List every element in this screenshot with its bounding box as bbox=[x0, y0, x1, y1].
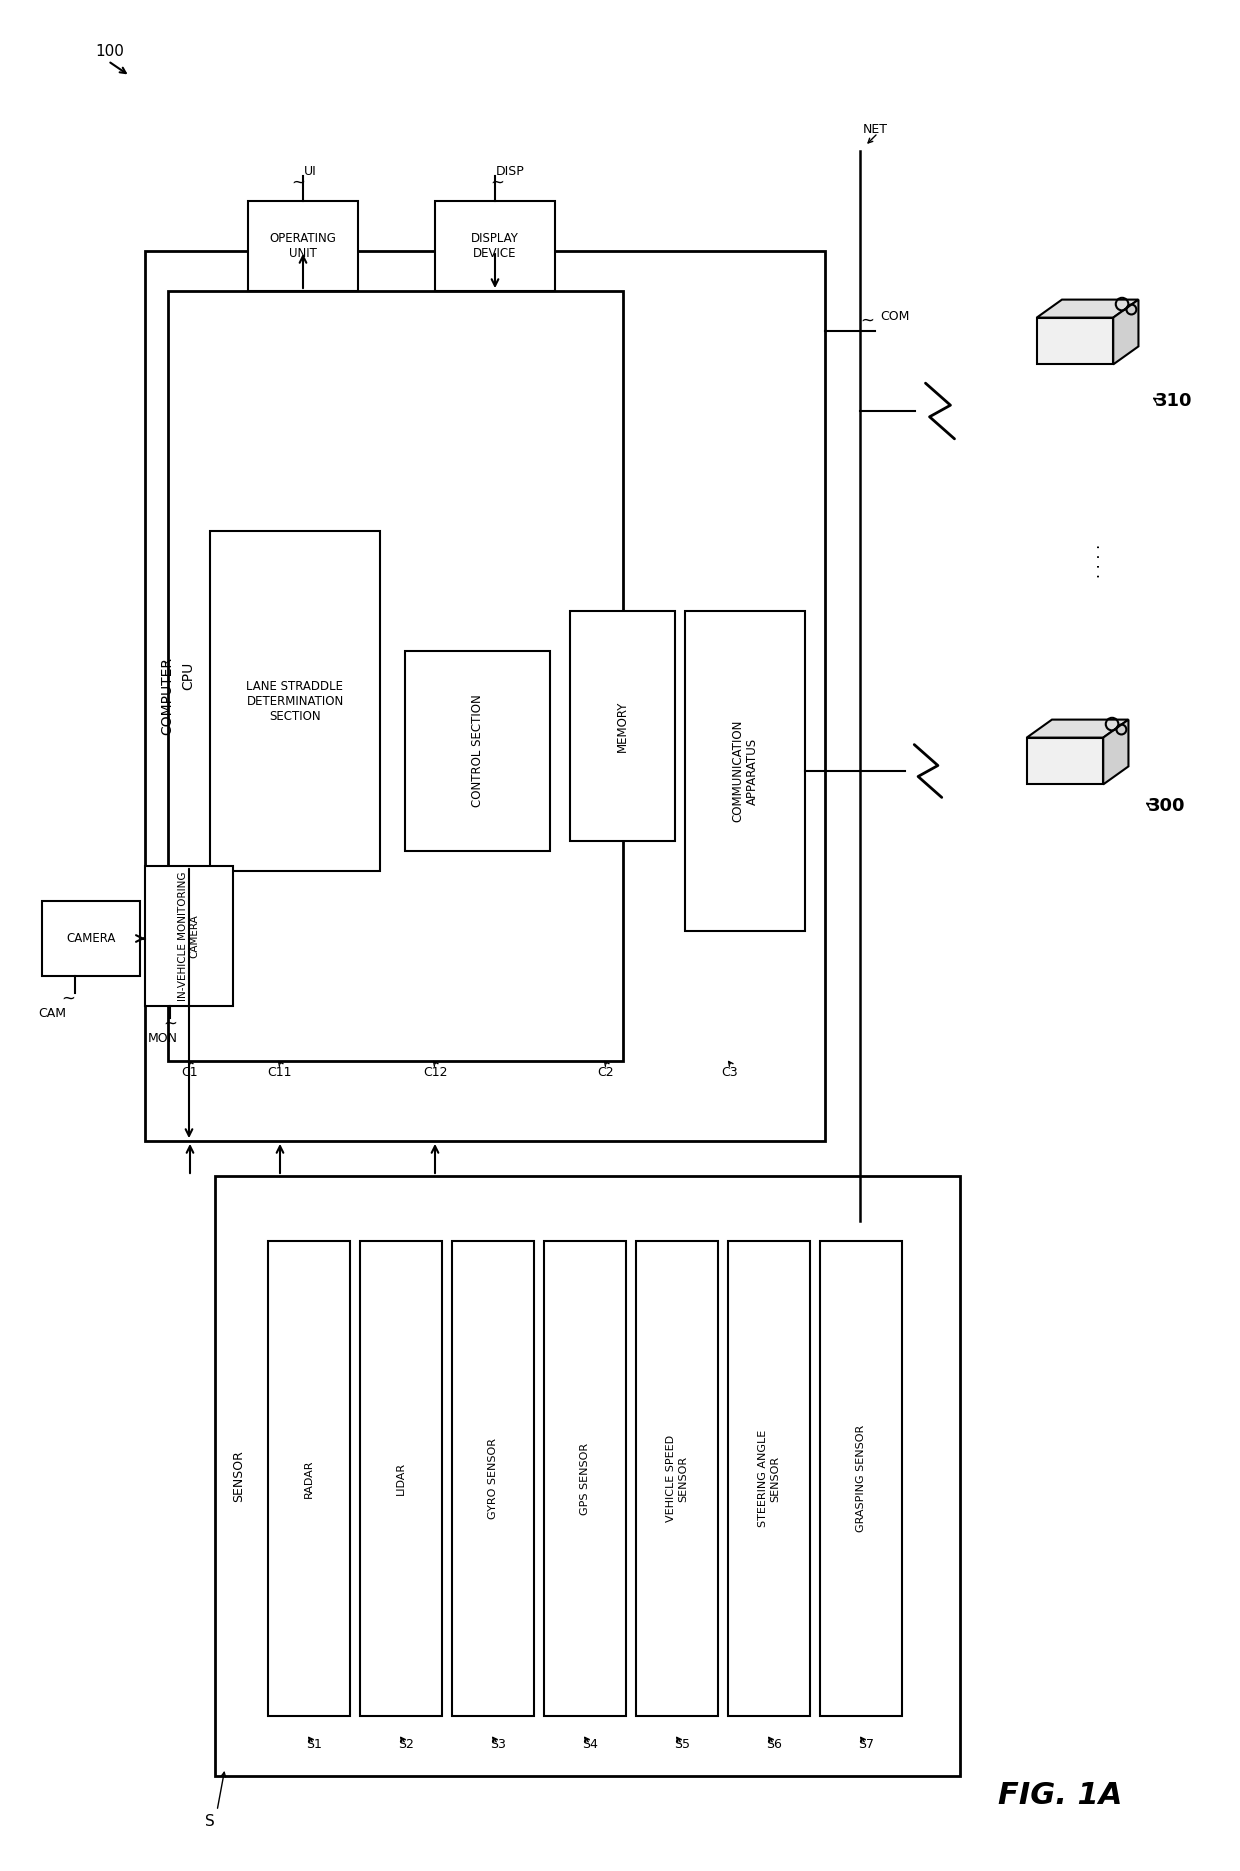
Text: C12: C12 bbox=[423, 1066, 448, 1080]
Text: STEERING ANGLE
SENSOR: STEERING ANGLE SENSOR bbox=[758, 1429, 780, 1527]
Text: S6: S6 bbox=[766, 1738, 782, 1751]
Text: OPERATING
UNIT: OPERATING UNIT bbox=[269, 232, 336, 260]
FancyBboxPatch shape bbox=[248, 200, 358, 292]
Text: GRASPING SENSOR: GRASPING SENSOR bbox=[856, 1426, 866, 1532]
Text: COM: COM bbox=[880, 309, 909, 322]
FancyBboxPatch shape bbox=[167, 292, 622, 1061]
Text: ~: ~ bbox=[861, 312, 874, 329]
Text: COMPUTER: COMPUTER bbox=[160, 657, 174, 735]
Text: S5: S5 bbox=[675, 1738, 689, 1751]
FancyBboxPatch shape bbox=[42, 902, 140, 977]
Text: S2: S2 bbox=[398, 1738, 414, 1751]
Text: VEHICLE SPEED
SENSOR: VEHICLE SPEED SENSOR bbox=[666, 1435, 688, 1523]
Text: C1: C1 bbox=[182, 1066, 198, 1080]
Text: SENSOR: SENSOR bbox=[233, 1450, 246, 1502]
Text: ~: ~ bbox=[61, 990, 74, 1008]
Text: S: S bbox=[205, 1813, 215, 1828]
Text: ~: ~ bbox=[162, 1014, 177, 1033]
Text: NET: NET bbox=[863, 123, 888, 137]
FancyBboxPatch shape bbox=[145, 251, 825, 1141]
Text: CAM: CAM bbox=[38, 1007, 66, 1020]
Text: MEMORY: MEMORY bbox=[616, 700, 629, 752]
Text: COMMUNICATION
APPARATUS: COMMUNICATION APPARATUS bbox=[732, 720, 759, 821]
Text: LIDAR: LIDAR bbox=[396, 1461, 405, 1495]
Text: S7: S7 bbox=[858, 1738, 874, 1751]
Polygon shape bbox=[1027, 720, 1128, 737]
Text: 100: 100 bbox=[95, 43, 124, 58]
FancyBboxPatch shape bbox=[210, 531, 379, 872]
Text: C11: C11 bbox=[268, 1066, 293, 1080]
Text: DISPLAY
DEVICE: DISPLAY DEVICE bbox=[471, 232, 518, 260]
FancyBboxPatch shape bbox=[145, 866, 233, 1007]
FancyBboxPatch shape bbox=[728, 1240, 810, 1716]
FancyBboxPatch shape bbox=[435, 200, 556, 292]
Text: S3: S3 bbox=[490, 1738, 506, 1751]
Text: GPS SENSOR: GPS SENSOR bbox=[580, 1443, 590, 1514]
Text: CAMERA: CAMERA bbox=[66, 932, 115, 945]
FancyBboxPatch shape bbox=[820, 1240, 901, 1716]
Text: 300: 300 bbox=[1148, 797, 1185, 816]
FancyBboxPatch shape bbox=[570, 612, 675, 840]
FancyBboxPatch shape bbox=[215, 1177, 960, 1776]
Text: IN-VEHICLE MONITORING
CAMERA: IN-VEHICLE MONITORING CAMERA bbox=[179, 872, 200, 1001]
Text: C2: C2 bbox=[598, 1066, 614, 1080]
Text: 310: 310 bbox=[1154, 393, 1193, 410]
Polygon shape bbox=[1037, 299, 1138, 318]
Text: UI: UI bbox=[304, 165, 316, 178]
FancyBboxPatch shape bbox=[684, 612, 805, 932]
Text: S4: S4 bbox=[582, 1738, 598, 1751]
FancyBboxPatch shape bbox=[1037, 318, 1114, 365]
FancyBboxPatch shape bbox=[1027, 737, 1104, 784]
FancyBboxPatch shape bbox=[636, 1240, 718, 1716]
Text: MON: MON bbox=[148, 1031, 179, 1044]
Text: RADAR: RADAR bbox=[304, 1459, 314, 1499]
Text: FIG. 1A: FIG. 1A bbox=[998, 1781, 1122, 1811]
Text: S1: S1 bbox=[306, 1738, 322, 1751]
FancyBboxPatch shape bbox=[544, 1240, 626, 1716]
Polygon shape bbox=[1104, 720, 1128, 784]
Text: GYRO SENSOR: GYRO SENSOR bbox=[489, 1439, 498, 1519]
Text: . . . .: . . . . bbox=[1087, 544, 1102, 578]
FancyBboxPatch shape bbox=[360, 1240, 441, 1716]
Text: C3: C3 bbox=[722, 1066, 738, 1080]
Text: DISP: DISP bbox=[496, 165, 525, 178]
FancyBboxPatch shape bbox=[453, 1240, 534, 1716]
Text: CPU: CPU bbox=[181, 662, 195, 690]
Text: ~: ~ bbox=[490, 174, 503, 193]
FancyBboxPatch shape bbox=[268, 1240, 350, 1716]
Text: ~: ~ bbox=[291, 174, 305, 193]
Polygon shape bbox=[1114, 299, 1138, 365]
Text: CONTROL SECTION: CONTROL SECTION bbox=[471, 694, 484, 808]
Text: LANE STRADDLE
DETERMINATION
SECTION: LANE STRADDLE DETERMINATION SECTION bbox=[247, 679, 343, 722]
FancyBboxPatch shape bbox=[405, 651, 551, 851]
